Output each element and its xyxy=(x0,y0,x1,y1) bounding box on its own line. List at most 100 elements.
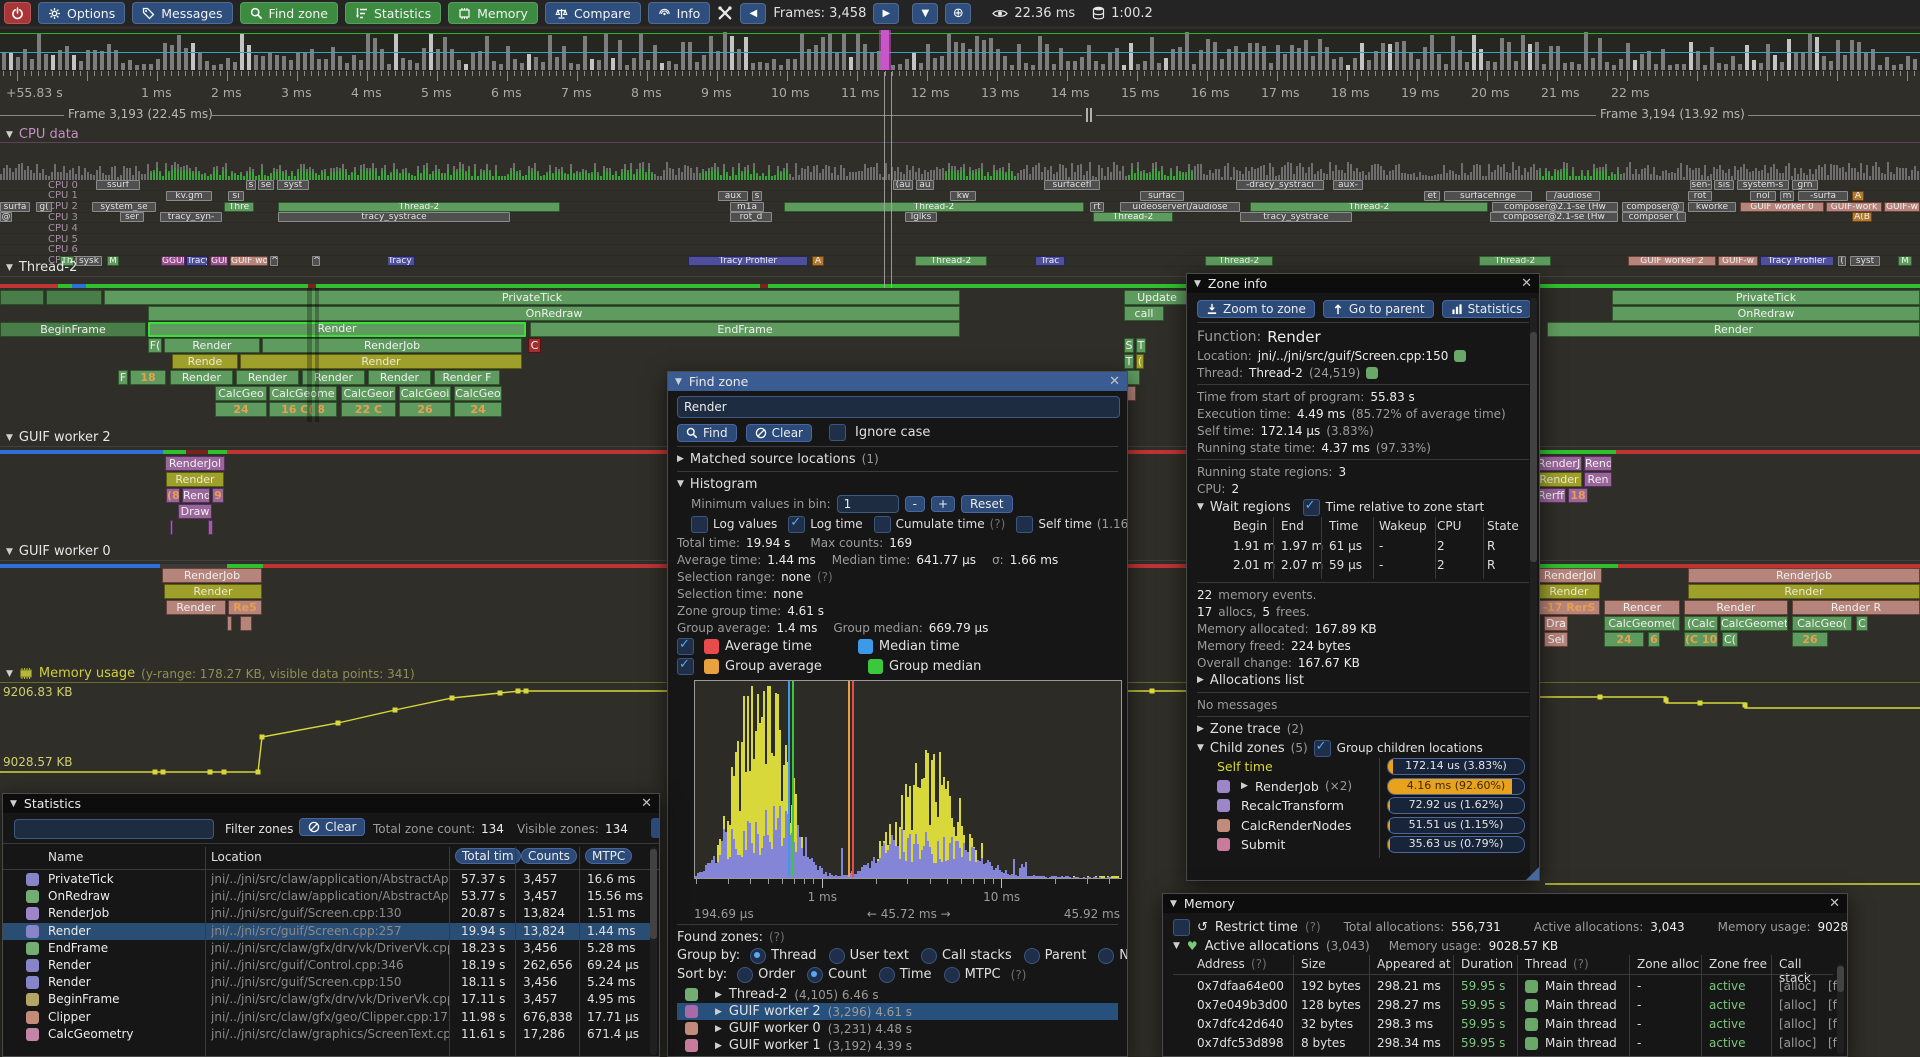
allocation-row[interactable]: 0x7dfc42d640 32 bytes 298.3 ms 59.95 s Main … xyxy=(1173,1017,1837,1036)
zone-thread[interactable]: Thread-2 xyxy=(1249,365,1303,380)
cpu-data-header[interactable]: ▼ CPU data xyxy=(6,127,79,142)
timeline-zone[interactable]: Draw xyxy=(178,504,212,519)
timeline-zone[interactable]: Rend xyxy=(1584,456,1612,471)
frame-marker-left[interactable]: Frame 3,193 (22.45 ms) xyxy=(68,107,213,121)
found-zone-group-row[interactable]: ▶ GUIF worker 1 (3,192) 4.39 s xyxy=(677,1037,1118,1054)
zone-trace-row[interactable]: ▶ Zone trace (2) xyxy=(1197,721,1304,737)
timeline-zone[interactable]: OnRedraw xyxy=(148,306,960,321)
cpu-zone[interactable]: Thread-2 xyxy=(784,201,1084,212)
cpu-zone[interactable]: Thread-2 xyxy=(915,255,987,266)
timeline-zone[interactable]: 24 xyxy=(215,402,267,417)
timeline-zone[interactable]: RenderJol xyxy=(1538,568,1602,583)
radio-option-mtpc[interactable]: MTPC xyxy=(943,966,1001,983)
found-zone-group-row[interactable]: ▶ Thread-2 (4,105) 6.46 s xyxy=(677,986,1118,1003)
radio-option-parent[interactable]: Parent xyxy=(1023,947,1086,964)
cpu-zone[interactable]: ssurf xyxy=(96,180,140,190)
statistics-row[interactable]: Render jni/../jni/src/guif/Control.cpp:34… xyxy=(3,957,651,974)
statistics-button[interactable]: Statistics xyxy=(344,2,442,24)
timeline-zone[interactable]: Ren xyxy=(1584,472,1612,487)
cpu-zone[interactable]: grn xyxy=(1792,180,1818,190)
timeline-zone[interactable]: C xyxy=(1856,616,1868,631)
cpu-zone[interactable]: ( xyxy=(1838,255,1846,266)
timeline-zone[interactable]: Re5 xyxy=(228,600,262,615)
cpu-zone[interactable]: aux- xyxy=(1333,180,1363,190)
cpu-zone[interactable]: surfac xyxy=(1140,190,1184,201)
caret-down-button[interactable]: ▼ xyxy=(912,2,939,24)
thread-header-thread-2[interactable]: ▼ Thread-2 xyxy=(6,260,78,275)
memory-column-header[interactable]: Thread xyxy=(1525,957,1567,971)
timeline-zone[interactable]: CalcGeo xyxy=(454,386,502,401)
radio-option-time[interactable]: Time xyxy=(878,966,932,983)
messages-button[interactable]: Messages xyxy=(132,2,233,24)
timeline-zone[interactable]: call xyxy=(1124,306,1164,321)
radio-option-thread[interactable]: Thread xyxy=(750,947,817,964)
timeline-zone[interactable]: 22 C xyxy=(341,402,396,417)
cpu-zone[interactable]: kv.gm xyxy=(166,190,212,201)
timeline-zone[interactable]: Render xyxy=(368,370,431,385)
cpu-zone[interactable]: ^ xyxy=(270,255,278,266)
cpu-zone[interactable]: se xyxy=(258,180,274,190)
statistics-row[interactable]: PrivateTick jni/../jni/src/claw/applicati… xyxy=(3,871,651,888)
group-children-checkbox[interactable] xyxy=(1313,739,1331,757)
cpu-zone[interactable]: rt xyxy=(1090,201,1104,212)
cpu-zone[interactable]: s xyxy=(246,180,256,190)
zone-info-titlebar[interactable]: ▼ Zone info ✕ xyxy=(1187,274,1539,293)
cpu-zone[interactable]: M xyxy=(107,255,119,266)
zone-info-scrollbar[interactable] xyxy=(1530,332,1537,562)
timeline-zone[interactable]: ( xyxy=(1136,354,1144,369)
alloc-callstack-link[interactable]: [alloc] xyxy=(1779,998,1817,1012)
cpu-zone[interactable]: system_se xyxy=(92,201,156,212)
crosshair-button[interactable]: ⊕ xyxy=(945,2,972,24)
cpu-zone[interactable]: uideoserver(/audiose xyxy=(1120,201,1240,212)
timeline-zone[interactable]: Render xyxy=(1688,584,1920,599)
power-button[interactable] xyxy=(4,2,31,24)
prev-frame-button[interactable]: ◀ xyxy=(740,2,767,24)
timeline-zone[interactable] xyxy=(1126,370,1140,385)
cpu-zone[interactable]: surfacefl xyxy=(1044,180,1100,190)
cpu-zone[interactable]: GUIF-w xyxy=(1884,201,1920,212)
cpu-zone[interactable]: Tracy Profiler xyxy=(1760,255,1834,266)
free-callstack-link[interactable]: [free] xyxy=(1828,1036,1837,1050)
memory-column-header[interactable]: Appeared at xyxy=(1377,957,1451,971)
timeline-zone[interactable]: CalcGeo( xyxy=(1792,616,1852,631)
timeline-zone[interactable]: Dra xyxy=(1544,616,1568,631)
timeline-zone[interactable]: (8 xyxy=(166,488,180,503)
timeline-zone[interactable]: Render xyxy=(164,338,260,353)
memory-column-header[interactable]: Zone alloc xyxy=(1637,957,1700,971)
cpu-zone[interactable]: ser xyxy=(120,212,144,223)
alloc-callstack-link[interactable]: [alloc] xyxy=(1779,1017,1817,1031)
min-bin-decrement[interactable]: - xyxy=(904,495,925,512)
cpu-zone[interactable]: -surfa xyxy=(1798,190,1848,201)
timeline-zone[interactable]: Rerff xyxy=(1536,488,1566,503)
cpu-zone[interactable]: lglks xyxy=(905,212,937,223)
timeline-zone[interactable]: RenderJob xyxy=(162,568,262,583)
statistics-row[interactable]: Render jni/../jni/src/guif/Screen.cpp:257… xyxy=(3,922,651,940)
statistics-row[interactable]: RenderJob jni/../jni/src/guif/Screen.cpp:… xyxy=(3,905,651,922)
child-zones-row[interactable]: ▼Child zones(5)Group children locations xyxy=(1197,738,1529,758)
timeline-zone[interactable] xyxy=(227,616,232,631)
timeline-zone[interactable]: Sel xyxy=(1544,632,1568,647)
cpu-zone[interactable]: sysk xyxy=(76,255,102,266)
radio-option-order[interactable]: Order xyxy=(737,966,795,983)
timeline-zone[interactable] xyxy=(170,520,173,535)
timeline-zone[interactable]: Rende xyxy=(172,354,238,369)
timeline-zone[interactable] xyxy=(46,290,102,305)
timeline-zone[interactable]: RenderJob xyxy=(262,338,522,353)
timeline-zone[interactable]: CalcGeor xyxy=(341,386,396,401)
memory-usage-header[interactable]: ▼ Memory usage (y-range: 178.27 KB, visi… xyxy=(6,666,415,681)
timeline-zone[interactable]: 9 xyxy=(212,488,224,503)
cpu-zone[interactable]: GUIF wor xyxy=(230,255,268,266)
timeline-zone[interactable]: -17 RerS xyxy=(1538,600,1600,615)
memory-titlebar[interactable]: ▼ Memory ✕ xyxy=(1163,894,1847,913)
found-zone-group-row[interactable]: ▶ GUIF worker 0 (3,231) 4.48 s xyxy=(677,1020,1118,1037)
cpu-zone[interactable]: M xyxy=(1898,255,1912,266)
timeline-zone[interactable]: Render R xyxy=(1792,600,1920,615)
cpu-zone[interactable]: (au xyxy=(893,180,913,190)
allocations-list-row[interactable]: ▶ Allocations list xyxy=(1197,672,1305,688)
go-to-parent-button[interactable]: Go to parent xyxy=(1322,299,1434,318)
legend-checkbox[interactable] xyxy=(677,657,694,675)
cpu-zone[interactable]: surfa xyxy=(0,201,30,212)
filter-zones-input[interactable] xyxy=(14,819,214,839)
zone-location[interactable]: jni/../jni/src/guif/Screen.cpp:150 xyxy=(1257,348,1449,363)
cpu-zone[interactable]: composer@2.1-se (Hw xyxy=(1492,201,1618,212)
